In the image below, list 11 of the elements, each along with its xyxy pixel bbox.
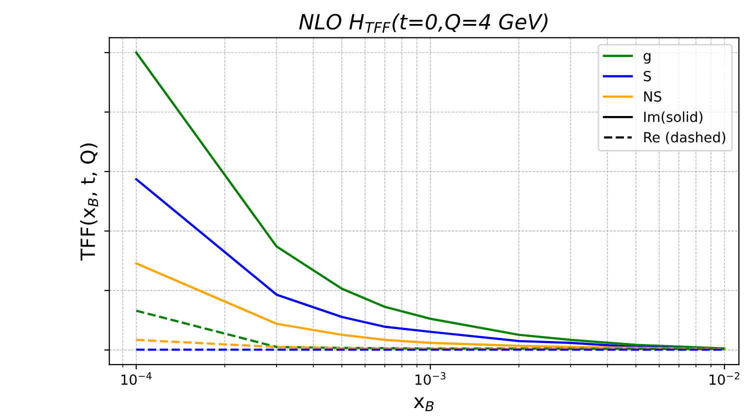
y-axis-title: TFF(x$_{B}$, t, Q) [80,144,98,261]
legend-label: NS [644,91,662,102]
legend-label: g [644,52,650,64]
annotation: Im(solid) [644,111,702,124]
x-tick-label: 10$^{−4}$ [121,372,152,385]
x-axis-title: x$_{B}$ [414,397,434,412]
chart-title: NLO H$_{TFF}$(t=0,Q=4 GeV) [299,14,548,33]
legend-label: S [644,70,651,82]
annotation: Re (dashed) [644,132,726,144]
x-tick-label: 10$^{−3}$ [416,372,446,385]
x-tick-label: 10$^{−2}$ [710,372,740,385]
